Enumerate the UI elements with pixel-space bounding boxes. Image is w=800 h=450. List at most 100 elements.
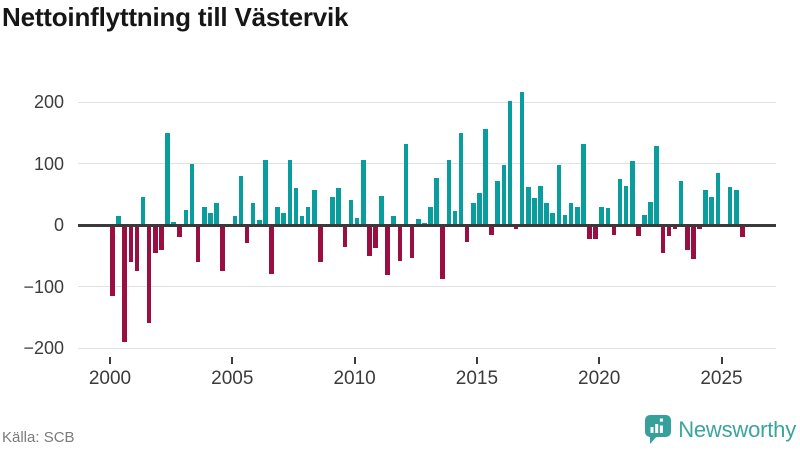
bar-2016Q1 xyxy=(501,165,507,225)
bar-2008Q3 xyxy=(318,225,323,262)
bar-2017Q3 xyxy=(538,186,543,225)
bar-2009Q1 xyxy=(330,197,335,225)
y-axis-label: 0 xyxy=(53,215,64,235)
bar-2017Q4 xyxy=(544,203,549,225)
bar-2011Q4 xyxy=(397,225,403,262)
bar-2014Q1 xyxy=(452,210,458,225)
bar-2015Q4 xyxy=(495,180,501,225)
bar-2023Q3 xyxy=(685,225,690,251)
x-axis-label: 2020 xyxy=(578,368,621,389)
x-axis-tick xyxy=(231,357,234,364)
bar-2006Q4 xyxy=(275,206,280,225)
source-note: Källa: SCB xyxy=(2,429,75,446)
y-axis-label: −200 xyxy=(23,338,64,358)
bar-2021Q3 xyxy=(636,225,641,237)
bar-2018Q4 xyxy=(568,203,574,225)
zero-axis-line xyxy=(78,223,776,227)
bar-2001Q1 xyxy=(134,225,140,272)
bar-2020Q3 xyxy=(611,225,617,236)
bar-2019Q2 xyxy=(581,144,586,225)
bar-2009Q3 xyxy=(342,225,348,247)
bar-2004Q3 xyxy=(220,225,225,272)
x-axis-label: 2015 xyxy=(455,368,499,389)
bar-2001Q2 xyxy=(140,197,146,225)
bar-2005Q2 xyxy=(238,175,244,225)
bar-2008Q2 xyxy=(311,189,317,225)
bar-2011Q3 xyxy=(391,216,397,225)
bar-2011Q2 xyxy=(385,225,390,275)
bar-2019Q1 xyxy=(574,206,580,225)
bar-2007Q4 xyxy=(299,215,305,225)
bar-2021Q4 xyxy=(642,215,647,225)
bar-2005Q4 xyxy=(250,203,256,225)
bar-2007Q2 xyxy=(287,160,293,225)
bar-2004Q1 xyxy=(208,212,213,225)
bar-2015Q1 xyxy=(477,193,482,225)
bar-2011Q1 xyxy=(379,196,384,225)
bar-2010Q2 xyxy=(360,160,366,225)
bar-2022Q4 xyxy=(666,225,672,237)
x-axis-label: 2025 xyxy=(700,368,743,389)
bar-2003Q4 xyxy=(201,206,207,225)
bar-2004Q2 xyxy=(214,203,219,225)
bar-2024Q4 xyxy=(715,172,721,225)
bar-2003Q3 xyxy=(195,225,201,262)
gridline xyxy=(78,347,776,349)
bar-2000Q2 xyxy=(116,215,121,225)
bar-2007Q3 xyxy=(293,188,299,225)
bar-2002Q2 xyxy=(165,132,170,225)
bar-2018Q1 xyxy=(550,213,556,225)
chart-title: Nettoinflyttning till Västervik xyxy=(2,2,349,32)
bar-2010Q3 xyxy=(367,225,372,257)
bar-2005Q1 xyxy=(232,215,238,225)
bar-2001Q4 xyxy=(153,225,158,253)
x-axis-label: 2000 xyxy=(88,368,132,389)
bar-2021Q2 xyxy=(629,161,635,225)
bar-2021Q1 xyxy=(623,186,629,225)
gridline xyxy=(78,286,776,287)
bar-2006Q1 xyxy=(256,220,262,225)
bar-2013Q3 xyxy=(440,225,445,279)
bar-2013Q4 xyxy=(446,160,452,225)
bar-2006Q3 xyxy=(269,225,274,275)
bar-2003Q2 xyxy=(189,163,195,225)
bar-2001Q3 xyxy=(146,225,152,324)
bar-2012Q3 xyxy=(415,219,421,225)
bar-2010Q4 xyxy=(373,225,378,249)
bar-2006Q2 xyxy=(263,160,268,225)
bar-2012Q2 xyxy=(409,225,415,259)
bar-2024Q3 xyxy=(709,197,715,225)
x-axis-tick xyxy=(720,357,723,364)
bar-2016Q2 xyxy=(507,100,513,225)
plot-area: 200 100 0 −100 −200 2000 2005 2010 2015 2020 2025 xyxy=(23,91,776,389)
bar-2000Q3 xyxy=(122,225,128,342)
bar-2023Q4 xyxy=(691,225,696,259)
bar-2013Q1 xyxy=(428,206,433,225)
bar-2016Q4 xyxy=(519,91,525,225)
bar-2020Q4 xyxy=(617,178,623,225)
bar-2012Q1 xyxy=(403,144,409,225)
bar-2014Q3 xyxy=(464,225,470,242)
bar-2024Q1 xyxy=(697,225,702,230)
bar-2020Q1 xyxy=(599,207,604,225)
bar-2014Q4 xyxy=(470,203,476,225)
bar-2022Q2 xyxy=(654,146,660,225)
bar-2014Q2 xyxy=(458,132,464,225)
bar-2002Q4 xyxy=(177,225,183,238)
bar-2017Q2 xyxy=(532,197,537,225)
bar-2010Q1 xyxy=(354,218,360,225)
newsworthy-logo-icon xyxy=(645,415,672,445)
y-axis-label: −100 xyxy=(23,276,64,297)
bar-2023Q2 xyxy=(678,180,684,225)
bar-2022Q3 xyxy=(660,225,666,254)
bar-2017Q1 xyxy=(526,186,531,225)
bar-2025Q4 xyxy=(740,225,745,238)
x-axis-tick xyxy=(598,357,601,364)
bar-2025Q2 xyxy=(727,187,733,225)
bar-2019Q4 xyxy=(593,225,598,240)
newsworthy-logo-text: Newsworthy xyxy=(678,417,796,442)
bar-2009Q2 xyxy=(336,188,342,225)
bar-2016Q3 xyxy=(513,225,519,229)
bar-2008Q1 xyxy=(305,206,311,225)
